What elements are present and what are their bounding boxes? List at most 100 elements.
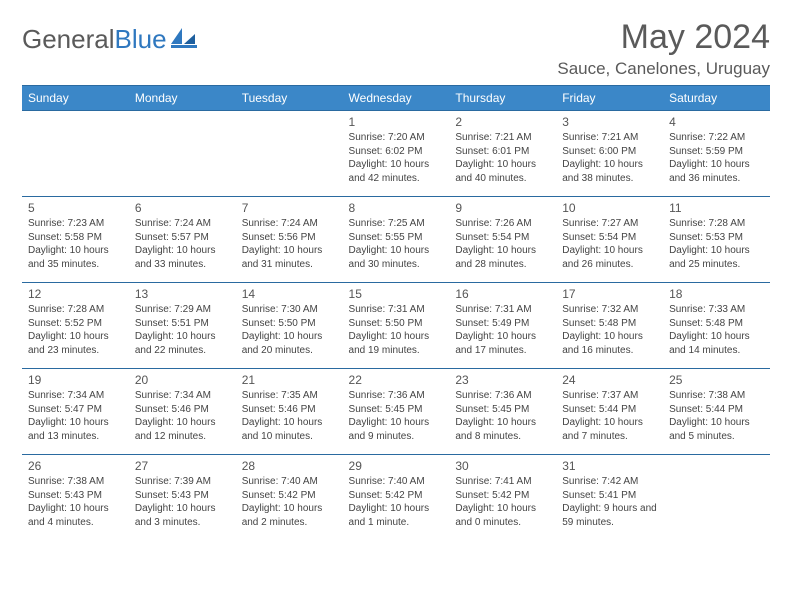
calendar-cell: 31 Sunrise: 7:42 AMSunset: 5:41 PMDayligh… bbox=[556, 455, 663, 541]
brand-logo: GeneralBlue bbox=[22, 18, 197, 55]
calendar-cell bbox=[22, 111, 129, 197]
day-info: Sunrise: 7:26 AMSunset: 5:54 PMDaylight:… bbox=[455, 217, 550, 271]
day-number: 8 bbox=[349, 201, 444, 215]
calendar-cell: 27 Sunrise: 7:39 AMSunset: 5:43 PMDayligh… bbox=[129, 455, 236, 541]
header: GeneralBlue May 2024 Sauce, Canelones, U… bbox=[22, 18, 770, 79]
sail-icon bbox=[171, 24, 197, 55]
day-info: Sunrise: 7:38 AMSunset: 5:44 PMDaylight:… bbox=[669, 389, 764, 443]
weekday-header: Tuesday bbox=[236, 86, 343, 111]
day-info: Sunrise: 7:34 AMSunset: 5:46 PMDaylight:… bbox=[135, 389, 230, 443]
calendar-cell: 22Sunrise: 7:36 AMSunset: 5:45 PMDayligh… bbox=[343, 369, 450, 455]
day-info: Sunrise: 7:30 AMSunset: 5:50 PMDaylight:… bbox=[242, 303, 337, 357]
day-number: 17 bbox=[562, 287, 657, 301]
weekday-header: Wednesday bbox=[343, 86, 450, 111]
calendar-cell: 5Sunrise: 7:23 AMSunset: 5:58 PMDaylight… bbox=[22, 197, 129, 283]
day-number: 24 bbox=[562, 373, 657, 387]
day-number: 2 bbox=[455, 115, 550, 129]
brand-part1: General bbox=[22, 24, 115, 55]
day-number: 30 bbox=[455, 459, 550, 473]
day-info: Sunrise: 7:27 AMSunset: 5:54 PMDaylight:… bbox=[562, 217, 657, 271]
weekday-header: Monday bbox=[129, 86, 236, 111]
day-info: Sunrise: 7:22 AMSunset: 5:59 PMDaylight:… bbox=[669, 131, 764, 185]
calendar-cell: 23Sunrise: 7:36 AMSunset: 5:45 PMDayligh… bbox=[449, 369, 556, 455]
day-number: 26 bbox=[28, 459, 123, 473]
day-info: Sunrise: 7:24 AMSunset: 5:56 PMDaylight:… bbox=[242, 217, 337, 271]
calendar-cell: 20 Sunrise: 7:34 AMSunset: 5:46 PMDayligh… bbox=[129, 369, 236, 455]
calendar-cell: 7 Sunrise: 7:24 AMSunset: 5:56 PMDaylight… bbox=[236, 197, 343, 283]
day-info: Sunrise: 7:28 AMSunset: 5:53 PMDaylight:… bbox=[669, 217, 764, 271]
calendar-cell: 4 Sunrise: 7:22 AMSunset: 5:59 PMDaylight… bbox=[663, 111, 770, 197]
day-number: 7 bbox=[242, 201, 337, 215]
calendar-cell: 13 Sunrise: 7:29 AMSunset: 5:51 PMDayligh… bbox=[129, 283, 236, 369]
weekday-header: Sunday bbox=[22, 86, 129, 111]
day-number: 4 bbox=[669, 115, 764, 129]
calendar-cell: 17Sunrise: 7:32 AMSunset: 5:48 PMDayligh… bbox=[556, 283, 663, 369]
location-label: Sauce, Canelones, Uruguay bbox=[557, 59, 770, 79]
calendar-cell bbox=[129, 111, 236, 197]
day-info: Sunrise: 7:23 AMSunset: 5:58 PMDaylight:… bbox=[28, 217, 123, 271]
day-number: 15 bbox=[349, 287, 444, 301]
day-info: Sunrise: 7:28 AMSunset: 5:52 PMDaylight:… bbox=[28, 303, 123, 357]
weekday-row: SundayMondayTuesdayWednesdayThursdayFrid… bbox=[22, 86, 770, 111]
day-info: Sunrise: 7:38 AMSunset: 5:43 PMDaylight:… bbox=[28, 475, 123, 529]
day-info: Sunrise: 7:39 AMSunset: 5:43 PMDaylight:… bbox=[135, 475, 230, 529]
calendar-cell: 30 Sunrise: 7:41 AMSunset: 5:42 PMDayligh… bbox=[449, 455, 556, 541]
calendar-row: 1Sunrise: 7:20 AMSunset: 6:02 PMDaylight… bbox=[22, 111, 770, 197]
month-title: May 2024 bbox=[557, 18, 770, 57]
day-info: Sunrise: 7:20 AMSunset: 6:02 PMDaylight:… bbox=[349, 131, 444, 185]
day-info: Sunrise: 7:24 AMSunset: 5:57 PMDaylight:… bbox=[135, 217, 230, 271]
day-info: Sunrise: 7:37 AMSunset: 5:44 PMDaylight:… bbox=[562, 389, 657, 443]
calendar-cell: 9 Sunrise: 7:26 AMSunset: 5:54 PMDaylight… bbox=[449, 197, 556, 283]
day-number: 23 bbox=[455, 373, 550, 387]
day-number: 31 bbox=[562, 459, 657, 473]
calendar-row: 26 Sunrise: 7:38 AMSunset: 5:43 PMDayligh… bbox=[22, 455, 770, 541]
day-number: 9 bbox=[455, 201, 550, 215]
calendar-row: 5Sunrise: 7:23 AMSunset: 5:58 PMDaylight… bbox=[22, 197, 770, 283]
day-info: Sunrise: 7:31 AMSunset: 5:50 PMDaylight:… bbox=[349, 303, 444, 357]
calendar-cell: 11 Sunrise: 7:28 AMSunset: 5:53 PMDayligh… bbox=[663, 197, 770, 283]
calendar-cell: 21Sunrise: 7:35 AMSunset: 5:46 PMDayligh… bbox=[236, 369, 343, 455]
calendar-cell: 26 Sunrise: 7:38 AMSunset: 5:43 PMDayligh… bbox=[22, 455, 129, 541]
day-number: 27 bbox=[135, 459, 230, 473]
calendar-head: SundayMondayTuesdayWednesdayThursdayFrid… bbox=[22, 86, 770, 111]
day-info: Sunrise: 7:36 AMSunset: 5:45 PMDaylight:… bbox=[349, 389, 444, 443]
day-info: Sunrise: 7:21 AMSunset: 6:01 PMDaylight:… bbox=[455, 131, 550, 185]
calendar-row: 12 Sunrise: 7:28 AMSunset: 5:52 PMDayligh… bbox=[22, 283, 770, 369]
weekday-header: Thursday bbox=[449, 86, 556, 111]
day-number: 11 bbox=[669, 201, 764, 215]
calendar-cell: 15 Sunrise: 7:31 AMSunset: 5:50 PMDayligh… bbox=[343, 283, 450, 369]
day-info: Sunrise: 7:40 AMSunset: 5:42 PMDaylight:… bbox=[242, 475, 337, 529]
day-number: 16 bbox=[455, 287, 550, 301]
calendar-cell: 8 Sunrise: 7:25 AMSunset: 5:55 PMDaylight… bbox=[343, 197, 450, 283]
calendar-cell: 24 Sunrise: 7:37 AMSunset: 5:44 PMDayligh… bbox=[556, 369, 663, 455]
calendar-cell: 6 Sunrise: 7:24 AMSunset: 5:57 PMDaylight… bbox=[129, 197, 236, 283]
calendar-body: 1Sunrise: 7:20 AMSunset: 6:02 PMDaylight… bbox=[22, 111, 770, 541]
day-info: Sunrise: 7:41 AMSunset: 5:42 PMDaylight:… bbox=[455, 475, 550, 529]
calendar-table: SundayMondayTuesdayWednesdayThursdayFrid… bbox=[22, 85, 770, 541]
calendar-cell: 3Sunrise: 7:21 AMSunset: 6:00 PMDaylight… bbox=[556, 111, 663, 197]
day-info: Sunrise: 7:42 AMSunset: 5:41 PMDaylight:… bbox=[562, 475, 657, 529]
day-info: Sunrise: 7:29 AMSunset: 5:51 PMDaylight:… bbox=[135, 303, 230, 357]
day-info: Sunrise: 7:25 AMSunset: 5:55 PMDaylight:… bbox=[349, 217, 444, 271]
day-number: 13 bbox=[135, 287, 230, 301]
day-number: 21 bbox=[242, 373, 337, 387]
calendar-cell: 18Sunrise: 7:33 AMSunset: 5:48 PMDayligh… bbox=[663, 283, 770, 369]
day-number: 10 bbox=[562, 201, 657, 215]
calendar-cell: 16Sunrise: 7:31 AMSunset: 5:49 PMDayligh… bbox=[449, 283, 556, 369]
day-info: Sunrise: 7:34 AMSunset: 5:47 PMDaylight:… bbox=[28, 389, 123, 443]
calendar-cell bbox=[236, 111, 343, 197]
calendar-cell: 29 Sunrise: 7:40 AMSunset: 5:42 PMDayligh… bbox=[343, 455, 450, 541]
day-number: 29 bbox=[349, 459, 444, 473]
day-info: Sunrise: 7:40 AMSunset: 5:42 PMDaylight:… bbox=[349, 475, 444, 529]
brand-part2: Blue bbox=[115, 24, 167, 55]
day-number: 20 bbox=[135, 373, 230, 387]
calendar-cell: 25Sunrise: 7:38 AMSunset: 5:44 PMDayligh… bbox=[663, 369, 770, 455]
day-number: 12 bbox=[28, 287, 123, 301]
calendar-cell: 12 Sunrise: 7:28 AMSunset: 5:52 PMDayligh… bbox=[22, 283, 129, 369]
calendar-cell: 10 Sunrise: 7:27 AMSunset: 5:54 PMDayligh… bbox=[556, 197, 663, 283]
day-number: 28 bbox=[242, 459, 337, 473]
day-number: 6 bbox=[135, 201, 230, 215]
calendar-row: 19Sunrise: 7:34 AMSunset: 5:47 PMDayligh… bbox=[22, 369, 770, 455]
day-number: 18 bbox=[669, 287, 764, 301]
calendar-cell bbox=[663, 455, 770, 541]
